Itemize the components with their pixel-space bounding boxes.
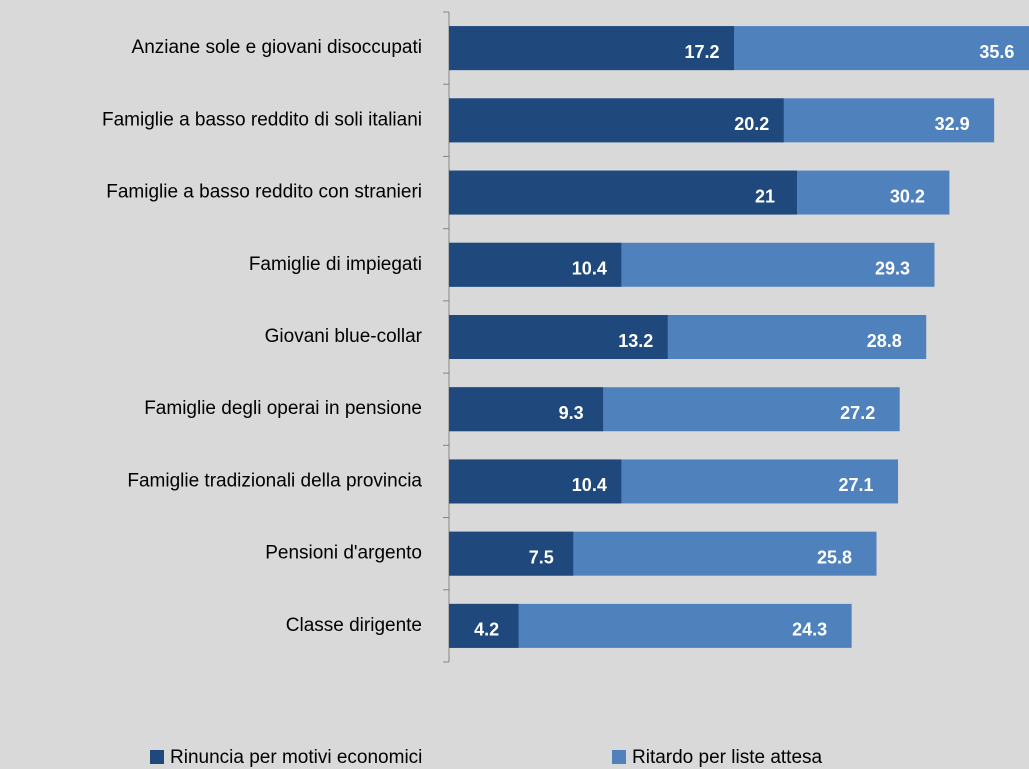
data-label: 29.3 [875, 259, 910, 279]
bar [449, 26, 735, 71]
bar [449, 459, 622, 504]
data-label: 20.2 [734, 114, 769, 134]
data-label: 13.2 [618, 331, 653, 351]
bar [449, 531, 574, 576]
data-label: 17.2 [684, 42, 719, 62]
data-label: 4.2 [474, 620, 499, 640]
data-label: 32.9 [935, 114, 970, 134]
bar [449, 603, 519, 648]
category-label: Famiglie di impiegati [249, 254, 422, 275]
bar [449, 387, 604, 432]
data-label: 27.1 [839, 475, 874, 495]
bar [449, 170, 797, 215]
legend-label: Rinuncia per motivi economici [170, 747, 422, 768]
data-label: 24.3 [792, 620, 827, 640]
category-label: Famiglie tradizionali della provincia [127, 470, 422, 491]
data-label: 21 [755, 186, 775, 206]
data-label: 7.5 [529, 547, 554, 567]
data-label: 28.8 [867, 331, 902, 351]
legend-swatch [150, 750, 164, 764]
data-label: 10.4 [572, 475, 607, 495]
data-label: 9.3 [559, 403, 584, 423]
category-label: Anziane sole e giovani disoccupati [132, 37, 422, 58]
category-label: Classe dirigente [286, 615, 422, 636]
data-label: 35.6 [979, 42, 1014, 62]
category-label: Famiglie degli operai in pensione [144, 398, 422, 419]
category-label: Famiglie a basso reddito con stranieri [106, 182, 422, 203]
category-label: Giovani blue-collar [265, 326, 423, 347]
data-label: 10.4 [572, 259, 607, 279]
bar [449, 98, 784, 143]
data-label: 30.2 [890, 186, 925, 206]
bar [449, 315, 668, 359]
legend-swatch [612, 750, 626, 764]
category-label: Pensioni d'argento [265, 543, 422, 564]
category-label: Famiglie a basso reddito di soli italian… [102, 109, 422, 130]
bar [449, 242, 622, 287]
data-label: 27.2 [840, 403, 875, 423]
legend-label: Ritardo per liste attesa [632, 747, 823, 768]
data-label: 25.8 [817, 547, 852, 567]
